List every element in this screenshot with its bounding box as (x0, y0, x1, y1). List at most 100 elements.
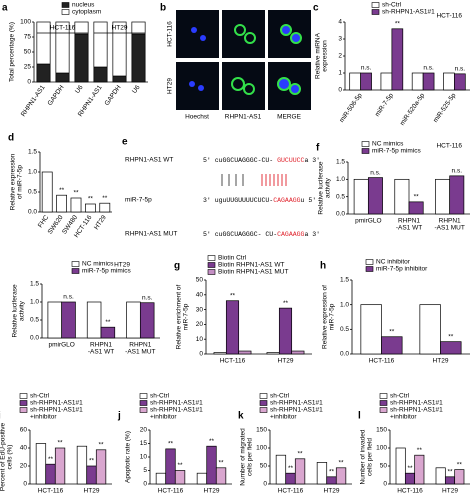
significance-label: ** (73, 190, 79, 197)
bar (54, 447, 66, 485)
y-tick-label: 30 (196, 306, 204, 313)
sequence-panel: e RHPN1-AS1 WT 5' cuGGCUAGGGC-CU- GUCUUCC… (122, 137, 320, 238)
y-tick-label: 3 (338, 36, 342, 43)
bar (45, 463, 56, 485)
bar (266, 352, 280, 355)
significance-label: ** (414, 194, 420, 201)
y-tick-label: 20 (140, 427, 148, 434)
legend-label: NC mimics (372, 141, 404, 148)
bar (360, 304, 382, 355)
legend-label: sh-RHPN1-AS1#1 (150, 400, 203, 407)
panel-label: b (160, 3, 166, 14)
y-tick-label: 100 (20, 19, 31, 26)
y-tick-label: 20 (196, 321, 204, 328)
y-tick-label: 25 (24, 64, 32, 71)
significance-label: ** (389, 328, 395, 335)
legend-label: sh-Ctrl (150, 393, 170, 400)
bar (360, 72, 372, 91)
bar (86, 465, 97, 485)
y-tick-label: 10 (196, 336, 204, 343)
legend-swatch (19, 400, 28, 406)
y-axis-label: Total percentage (%) (9, 22, 16, 82)
x-tick-label: RHPN1-AS1 (20, 84, 47, 118)
significance-label: ** (58, 440, 64, 447)
y-tick-label: 10 (140, 454, 148, 461)
bar (86, 301, 102, 339)
bar (85, 203, 96, 213)
significance-label: ** (283, 300, 289, 307)
bar (213, 352, 227, 355)
x-tick-label: GAPDH (104, 84, 123, 107)
legend-label: miR-7-5p mimics (372, 148, 422, 155)
legend-swatch (361, 141, 370, 147)
y-tick-label: 40 (20, 445, 28, 452)
bar (206, 445, 217, 485)
sequence: 3' uguUUGUUUUCUCU-CAGAAGGu 5' (203, 197, 316, 204)
bar (422, 72, 435, 91)
legend-swatch (139, 393, 148, 399)
legend-label: sh-RHPN1-AS1#1 (30, 407, 83, 414)
x-tick-label: HT29 (278, 358, 294, 365)
panel-label: i (0, 411, 1, 422)
y-tick-label: 1.0 (336, 176, 345, 183)
y-tick-label: 0.5 (340, 326, 349, 333)
bar (225, 300, 240, 355)
legend-label: sh-Ctrl (390, 393, 410, 400)
bar (275, 454, 287, 485)
y-tick-label: 4 (338, 19, 342, 26)
bar (139, 302, 155, 339)
bar (408, 201, 424, 215)
x-tick-label: RHPN1 (90, 342, 112, 349)
sequence-part: CAGAAGG (273, 197, 300, 204)
bar (394, 178, 410, 215)
panel-label: d (8, 133, 14, 144)
y-tick-label: 1 (338, 70, 342, 77)
y-tick-label: 0 (27, 79, 31, 86)
y-axis-label: cells per field (247, 438, 254, 476)
x-tick-label: HCT-116 (38, 488, 64, 495)
y-tick-label: 0.0 (340, 351, 349, 358)
y-axis-label: Apoptotic rate (%) (125, 431, 132, 483)
group-label: HT29 (112, 25, 128, 32)
panel-label: c (313, 3, 319, 14)
significance-label: n.s. (63, 294, 74, 301)
legend-label: sh-RHPN1-AS1#1 (382, 9, 435, 16)
x-tick-label: HT29 (84, 488, 100, 495)
y-tick-label: 50 (380, 463, 388, 470)
panel-label: k (238, 411, 244, 422)
significance-label: n.s. (423, 65, 434, 72)
bar-segment (36, 21, 51, 65)
bar-segment (55, 72, 70, 83)
micrograph (176, 10, 219, 58)
y-tick-label: 15 (140, 440, 148, 447)
x-tick-label: U6 (131, 84, 142, 95)
bar (285, 472, 296, 485)
merge-stain (280, 24, 292, 36)
legend-label: sh-RHPN1-AS1#1 (270, 400, 323, 407)
sequence-part: CAGAAGG (277, 231, 304, 238)
y-tick-label: 1.5 (30, 281, 39, 288)
x-tick-label: HCT-116 (158, 488, 184, 495)
x-tick-label: RHPN1 (129, 342, 151, 349)
x-tick-label: HT29 (442, 488, 458, 495)
legend-swatch (207, 262, 216, 268)
sequence-part: u 5' (301, 197, 317, 204)
bar (391, 28, 404, 91)
bar (435, 467, 446, 485)
bar (238, 350, 252, 355)
legend-label: +inhibitor (270, 414, 297, 421)
significance-label: ** (88, 196, 94, 203)
significance-label: n.s. (452, 168, 463, 175)
legend-swatch (61, 9, 70, 15)
x-tick-label: HCT-116 (278, 488, 304, 495)
y-axis-label: cells per field (367, 438, 374, 476)
legend-label: NC mimics (82, 261, 114, 268)
legend-label: miR-7-5p inhibitor (376, 266, 428, 273)
bar (165, 448, 176, 485)
legend-swatch (61, 2, 70, 8)
bar-segment (74, 33, 89, 83)
rna-stain (234, 24, 246, 36)
bar (174, 470, 186, 485)
legend-swatch (19, 393, 28, 399)
y-tick-label: 0 (263, 481, 267, 488)
